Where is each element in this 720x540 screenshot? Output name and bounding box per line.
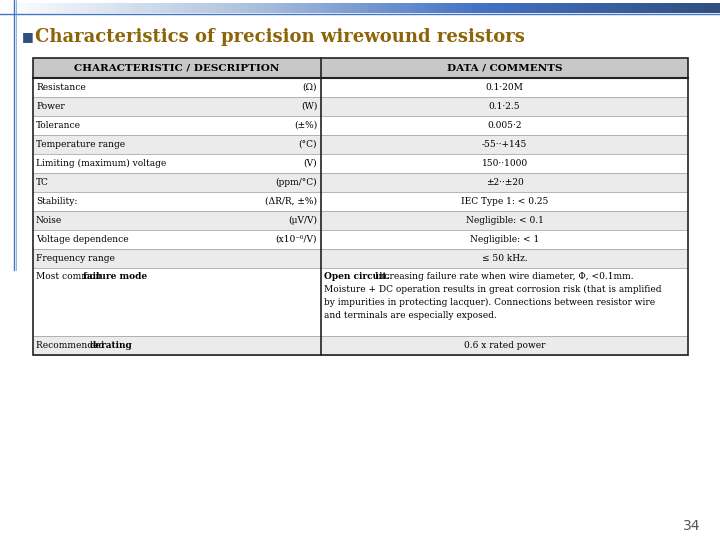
- Text: (V): (V): [304, 159, 318, 168]
- Text: Increasing failure rate when wire diameter, Φ, <0.1mm.: Increasing failure rate when wire diamet…: [372, 272, 634, 281]
- Text: (°C): (°C): [299, 140, 318, 149]
- Text: Frequency range: Frequency range: [36, 254, 115, 263]
- Text: Recommended: Recommended: [36, 341, 107, 350]
- Text: DATA / COMMENTS: DATA / COMMENTS: [447, 64, 562, 72]
- Text: (μV/V): (μV/V): [288, 216, 318, 225]
- Bar: [33, 58, 688, 78]
- Text: Temperature range: Temperature range: [36, 140, 125, 149]
- Bar: [33, 230, 688, 249]
- Text: Moisture + DC operation results in great corrosion risk (that is amplified: Moisture + DC operation results in great…: [324, 285, 662, 294]
- Bar: [33, 173, 688, 192]
- Text: 0.6 x rated power: 0.6 x rated power: [464, 341, 545, 350]
- Bar: [33, 58, 688, 355]
- Text: ■: ■: [22, 30, 34, 44]
- Text: 0.1·20M: 0.1·20M: [486, 83, 523, 92]
- Text: failure mode: failure mode: [83, 272, 147, 281]
- Text: by impurities in protecting lacquer). Connections between resistor wire: by impurities in protecting lacquer). Co…: [324, 298, 655, 307]
- Text: ±2··±20: ±2··±20: [486, 178, 523, 187]
- Text: CHARACTERISTIC / DESCRIPTION: CHARACTERISTIC / DESCRIPTION: [74, 64, 280, 72]
- Bar: [33, 336, 688, 355]
- Text: Open circuit.: Open circuit.: [324, 272, 390, 281]
- Bar: [33, 135, 688, 154]
- Text: Resistance: Resistance: [36, 83, 86, 92]
- Text: 0.1·2.5: 0.1·2.5: [489, 102, 521, 111]
- Text: -55··+145: -55··+145: [482, 140, 527, 149]
- Bar: [33, 249, 688, 268]
- Text: (x10⁻⁶/V): (x10⁻⁶/V): [276, 235, 318, 244]
- Text: Limiting (maximum) voltage: Limiting (maximum) voltage: [36, 159, 166, 168]
- Bar: [33, 116, 688, 135]
- Text: 34: 34: [683, 519, 700, 533]
- Text: and terminals are especially exposed.: and terminals are especially exposed.: [324, 311, 497, 320]
- Text: 0.005·2: 0.005·2: [487, 121, 522, 130]
- Text: Noise: Noise: [36, 216, 62, 225]
- Bar: [33, 192, 688, 211]
- Bar: [33, 154, 688, 173]
- Text: Voltage dependence: Voltage dependence: [36, 235, 129, 244]
- Text: (Ω): (Ω): [302, 83, 318, 92]
- Bar: [33, 268, 688, 336]
- Text: TC: TC: [36, 178, 49, 187]
- Text: derating: derating: [90, 341, 132, 350]
- Bar: [33, 97, 688, 116]
- Text: 150··1000: 150··1000: [482, 159, 528, 168]
- Text: Stability:: Stability:: [36, 197, 77, 206]
- Text: Characteristics of precision wirewound resistors: Characteristics of precision wirewound r…: [35, 28, 525, 46]
- Text: Tolerance: Tolerance: [36, 121, 81, 130]
- Text: Negligible: < 1: Negligible: < 1: [470, 235, 539, 244]
- Text: (ΔR/R, ±%): (ΔR/R, ±%): [265, 197, 318, 206]
- Bar: [33, 211, 688, 230]
- Text: ≤ 50 kHz.: ≤ 50 kHz.: [482, 254, 528, 263]
- Text: (ppm/°C): (ppm/°C): [276, 178, 318, 187]
- Text: IEC Type 1: < 0.25: IEC Type 1: < 0.25: [461, 197, 549, 206]
- Text: (W): (W): [301, 102, 318, 111]
- Text: (±%): (±%): [294, 121, 318, 130]
- Text: Negligible: < 0.1: Negligible: < 0.1: [466, 216, 544, 225]
- Text: Most common: Most common: [36, 272, 104, 281]
- Text: Power: Power: [36, 102, 65, 111]
- Bar: [33, 78, 688, 97]
